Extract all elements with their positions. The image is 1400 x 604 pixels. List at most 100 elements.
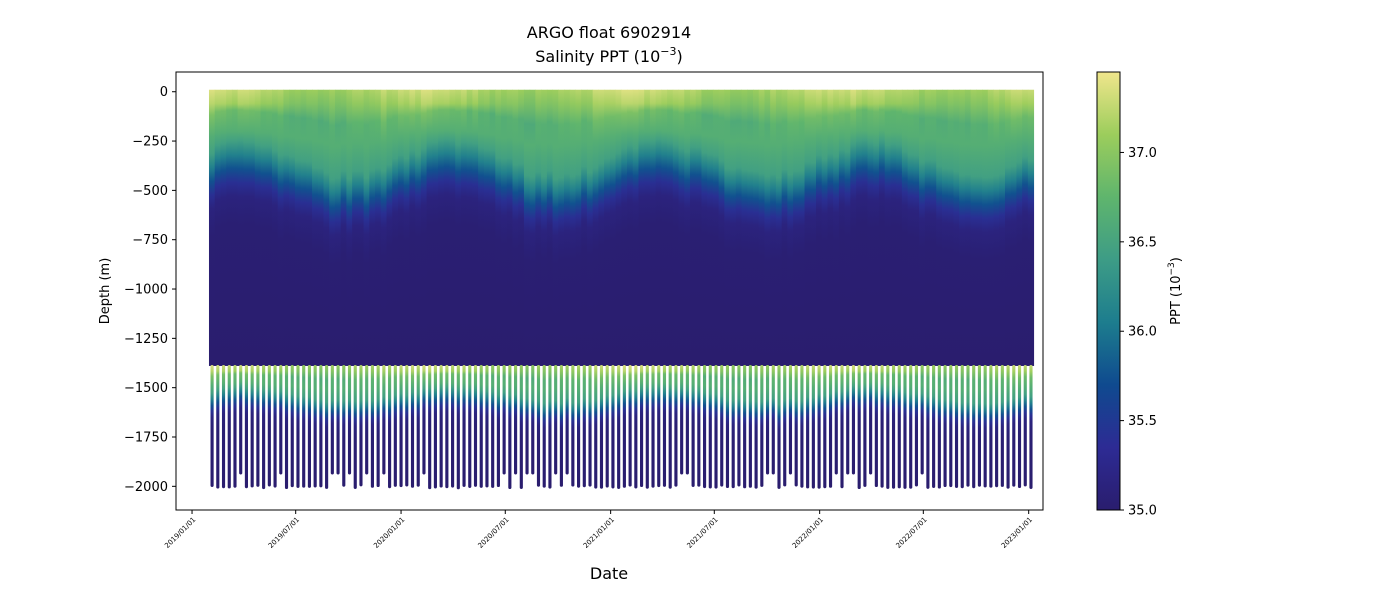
y-tick-label: −1000 <box>124 283 168 298</box>
colorbar-tick-label: 36.0 <box>1128 325 1157 340</box>
profile-upper <box>930 89 937 366</box>
profile-upper <box>764 89 771 366</box>
profile-upper <box>438 89 445 366</box>
profile-upper <box>266 89 273 366</box>
profile-upper <box>810 89 817 366</box>
profile-upper <box>546 89 554 366</box>
profile-lower <box>840 364 844 489</box>
profile-upper <box>518 89 525 366</box>
profile-lower <box>783 364 787 487</box>
profile-lower <box>720 364 724 487</box>
profile-lower <box>691 364 695 487</box>
profile-lower <box>972 364 976 489</box>
profile-upper <box>363 89 370 366</box>
profile-lower <box>754 364 758 489</box>
profile-lower <box>651 364 655 488</box>
profile-lower <box>731 364 735 489</box>
profile-lower <box>817 364 821 489</box>
profile-lower <box>851 364 856 475</box>
profile-upper <box>375 89 382 366</box>
profile-upper <box>208 89 216 366</box>
profile-lower <box>502 364 506 475</box>
profile-upper <box>323 89 330 366</box>
profile-lower <box>657 364 661 488</box>
profile-upper <box>924 89 931 366</box>
profile-upper <box>478 89 485 366</box>
profile-upper <box>999 89 1006 366</box>
profile-upper <box>804 89 811 366</box>
profile-lower <box>680 364 684 475</box>
profile-upper <box>604 89 611 366</box>
profile-upper <box>392 89 399 366</box>
profile-upper <box>397 89 405 366</box>
profile-lower <box>296 364 300 488</box>
profile-lower <box>347 364 352 475</box>
profile-lower <box>410 364 415 488</box>
profile-lower <box>920 364 924 475</box>
profile-upper <box>432 89 439 366</box>
profile-upper <box>512 89 519 366</box>
profile-upper <box>495 89 502 366</box>
profile-lower <box>571 364 575 487</box>
profile-lower <box>582 364 586 488</box>
profile-lower <box>221 364 226 489</box>
profile-lower <box>388 364 392 489</box>
profile-upper <box>403 89 410 366</box>
profile-lower <box>685 364 689 475</box>
profile-upper <box>1022 89 1029 366</box>
profile-lower <box>290 364 294 488</box>
colorbar-tick-label: 35.5 <box>1128 414 1157 429</box>
profile-lower <box>828 364 833 488</box>
profile-upper <box>575 89 582 366</box>
profile-upper <box>621 89 628 366</box>
profile-lower <box>227 364 231 489</box>
profile-upper <box>523 89 531 366</box>
profile-upper <box>890 89 897 366</box>
profile-upper <box>655 89 662 366</box>
profile-upper <box>615 89 622 366</box>
profile-lower <box>393 364 397 487</box>
profile-lower <box>886 364 890 489</box>
profile-lower <box>554 364 558 475</box>
profile-lower <box>765 364 770 475</box>
profile-lower <box>1012 364 1016 487</box>
profile-lower <box>702 364 707 489</box>
profile-lower <box>1029 364 1033 489</box>
profile-upper <box>718 89 725 366</box>
profile-lower <box>777 364 781 489</box>
profile-lower <box>210 364 214 487</box>
profile-upper <box>558 89 565 366</box>
profile-upper <box>501 89 508 366</box>
y-tick-label: −250 <box>132 135 168 150</box>
y-tick-label: −1750 <box>124 431 168 446</box>
profile-lower <box>725 364 730 489</box>
profile-upper <box>867 89 874 366</box>
y-tick-label: 0 <box>160 85 168 100</box>
profile-upper <box>352 89 359 366</box>
profile-upper <box>913 89 920 366</box>
profile-lower <box>1023 364 1027 487</box>
profile-lower <box>267 364 271 487</box>
profile-lower <box>771 364 775 475</box>
profile-lower <box>800 364 804 488</box>
x-tick-label: 2020/07/01 <box>476 516 510 550</box>
y-axis-ticks: 0 −250 −500 −750 −1000 −1250 −1500 −1750 −2000 <box>124 85 176 495</box>
profile-upper <box>466 89 473 366</box>
profile-upper <box>936 89 943 366</box>
x-axis-ticks: 2019/01/01 2019/07/01 2020/01/01 2020/07/01… <box>163 510 1034 550</box>
profile-upper <box>632 89 639 366</box>
profile-upper <box>443 89 450 366</box>
profile-upper <box>724 89 731 366</box>
profile-lower <box>479 364 483 488</box>
profile-upper <box>627 89 634 366</box>
profile-lower <box>760 364 764 487</box>
profile-upper <box>775 89 783 366</box>
profile-upper <box>815 89 823 366</box>
profile-lower <box>1006 364 1010 489</box>
profile-lower <box>239 364 243 475</box>
profile-upper <box>667 89 674 366</box>
profile-upper <box>861 89 869 366</box>
profile-upper <box>1010 89 1017 366</box>
profile-upper <box>237 89 244 366</box>
